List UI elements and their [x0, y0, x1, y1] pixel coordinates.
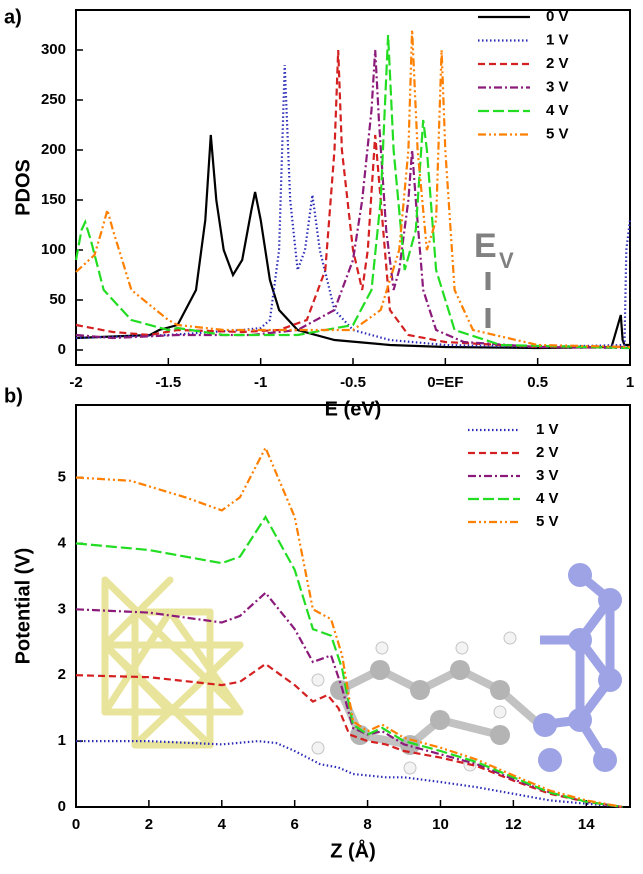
- y-tick-label: 100: [41, 241, 66, 258]
- y-tick-label: 0: [58, 341, 66, 358]
- x-tick-label: -1: [254, 374, 267, 391]
- y-tick-label: 250: [41, 91, 66, 108]
- panel-label: b): [4, 385, 23, 407]
- figure: -2-1.5-1-0.50=EF0.51050100150200250300E …: [0, 0, 643, 874]
- x-tick-label: 6: [291, 816, 299, 833]
- legend-label: 3 V: [536, 467, 559, 484]
- annotation: E: [474, 227, 497, 265]
- x-tick-label: 0.5: [527, 374, 548, 391]
- y-tick-label: 5: [58, 468, 66, 485]
- series-line: [76, 741, 623, 807]
- x-tick-label: 4: [218, 816, 227, 833]
- y-tick-label: 1: [58, 732, 66, 749]
- y-tick-label: 150: [41, 191, 66, 208]
- y-tick-label: 50: [49, 291, 66, 308]
- x-tick-label: 14: [578, 816, 595, 833]
- x-axis-label: Z (Å): [330, 838, 376, 862]
- y-axis-label: Potential (V): [12, 548, 34, 665]
- x-tick-label: 10: [432, 816, 449, 833]
- y-tick-label: 2: [58, 666, 66, 683]
- legend-label: 5 V: [536, 513, 559, 530]
- y-tick-label: 200: [41, 141, 66, 158]
- legend-label: 2 V: [536, 444, 559, 461]
- legend-label: 1 V: [546, 31, 569, 48]
- y-axis-label: PDOS: [12, 159, 34, 216]
- x-tick-label: 0: [72, 816, 80, 833]
- x-axis-label: E (eV): [325, 398, 382, 420]
- legend-label: 5 V: [546, 125, 569, 142]
- x-tick-label: 1: [626, 374, 634, 391]
- legend-label: 4 V: [536, 490, 559, 507]
- y-tick-label: 0: [58, 798, 66, 815]
- molecule-illustration: [105, 563, 622, 774]
- y-tick-label: 3: [58, 600, 66, 617]
- x-tick-label: -0.5: [340, 374, 366, 391]
- legend-label: 0 V: [546, 8, 569, 25]
- x-tick-label: 2: [145, 816, 153, 833]
- y-tick-label: 4: [58, 534, 67, 551]
- x-tick-label: -1.5: [155, 374, 181, 391]
- x-tick-label: 12: [505, 816, 522, 833]
- legend-label: 3 V: [546, 78, 569, 95]
- x-tick-label: 8: [363, 816, 371, 833]
- x-tick-label: -2: [69, 374, 82, 391]
- legend-label: 4 V: [546, 102, 569, 119]
- panel-label: a): [4, 6, 22, 28]
- x-tick-label: 0=EF: [427, 374, 463, 391]
- legend-label: 2 V: [546, 55, 569, 72]
- legend-label: 1 V: [536, 421, 559, 438]
- y-tick-label: 300: [41, 41, 66, 58]
- annotation-subscript: V: [499, 248, 514, 273]
